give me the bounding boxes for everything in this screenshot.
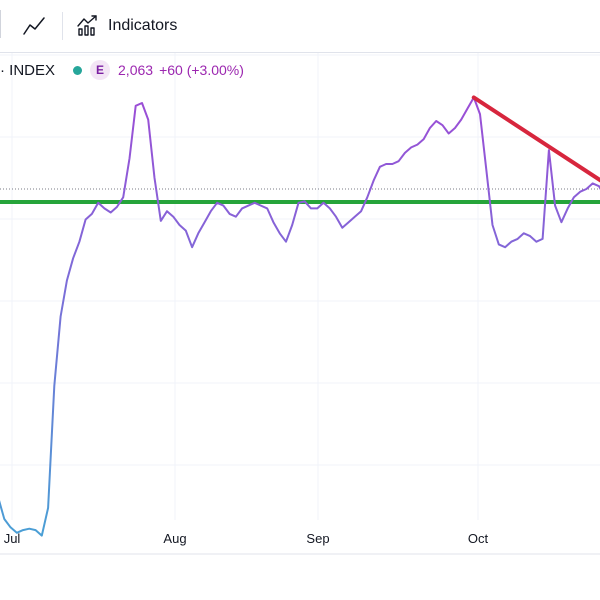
chart-grid bbox=[0, 52, 600, 520]
x-tick-label: Oct bbox=[468, 531, 489, 546]
symbol-name[interactable]: · INDEX bbox=[0, 61, 56, 79]
x-axis: Jul Aug Sep Oct bbox=[0, 531, 600, 555]
chart-type-button[interactable] bbox=[18, 8, 50, 44]
exchange-badge[interactable]: E bbox=[90, 60, 111, 80]
series-legend: · INDEX E 2,063 +60 (+3.00%) bbox=[0, 58, 244, 82]
toolbar-divider bbox=[0, 10, 1, 38]
indicators-button[interactable]: Indicators bbox=[76, 8, 185, 44]
x-tick-label: Sep bbox=[306, 531, 329, 546]
x-tick-label: Aug bbox=[163, 531, 186, 546]
indicators-icon bbox=[76, 14, 100, 38]
chart-toolbar: Indicators bbox=[0, 0, 600, 53]
toolbar-divider bbox=[62, 12, 63, 40]
indicators-label: Indicators bbox=[108, 17, 178, 34]
series-line bbox=[0, 96, 600, 537]
x-tick-label: Jul bbox=[4, 531, 21, 546]
line-chart-icon bbox=[22, 14, 46, 38]
trend-line[interactable] bbox=[471, 95, 600, 187]
market-status-dot bbox=[73, 65, 83, 75]
price-change: +60 (+3.00%) bbox=[159, 62, 244, 78]
last-value: 2,063 bbox=[118, 62, 154, 78]
